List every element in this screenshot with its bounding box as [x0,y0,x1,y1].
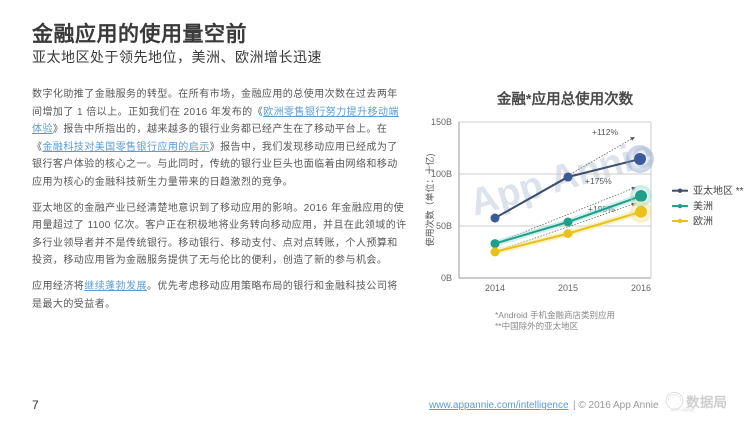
svg-text:2016: 2016 [631,283,651,293]
svg-text:2015: 2015 [558,283,578,293]
svg-text:欧洲: 欧洲 [693,215,713,227]
svg-text:0B: 0B [441,273,452,283]
svg-text:使用次数（单位：十亿): 使用次数（单位：十亿) [424,153,435,246]
svg-text:App Annie: App Annie [465,132,658,224]
svg-text:*Android 手机金融商店类别应用: *Android 手机金融商店类别应用 [495,310,615,320]
svg-text:美洲: 美洲 [693,199,713,212]
svg-text:150B: 150B [431,117,452,127]
svg-text:亚太地区 **: 亚太地区 ** [693,184,744,197]
svg-text:+112%: +112% [592,127,619,137]
svg-text:2014: 2014 [485,283,505,293]
svg-text:**中国除外的亚太地区: **中国除外的亚太地区 [495,321,579,331]
svg-text:+175%: +175% [585,176,612,186]
svg-text:50B: 50B [436,221,452,231]
svg-text:金融*应用总使用次数: 金融*应用总使用次数 [496,90,634,108]
